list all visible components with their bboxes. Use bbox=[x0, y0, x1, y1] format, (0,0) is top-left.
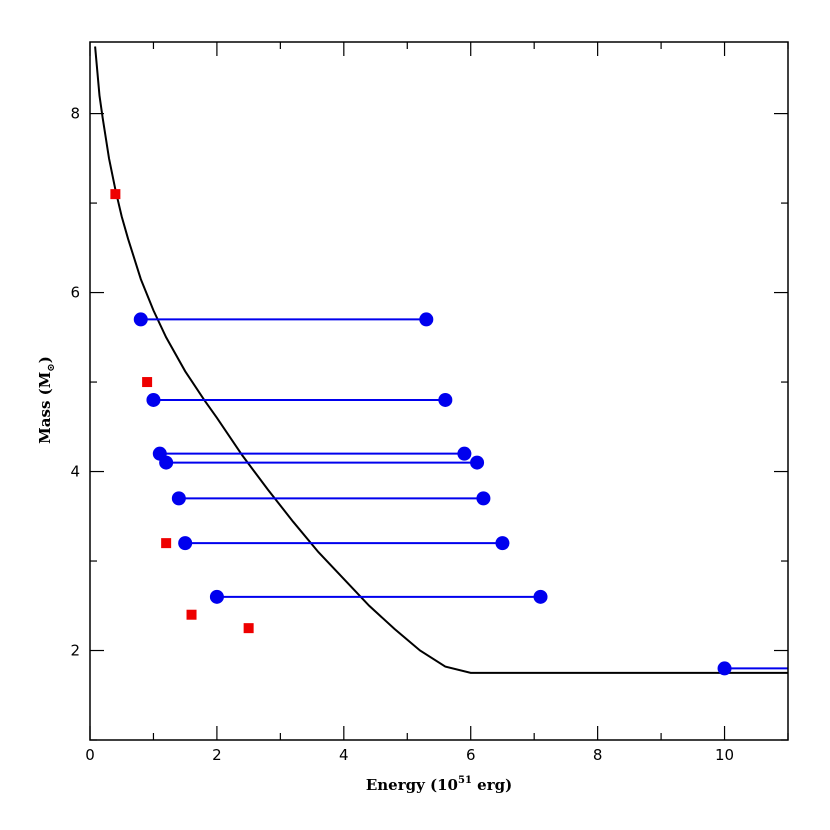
square-point bbox=[110, 189, 121, 200]
y-tick-label: 8 bbox=[70, 105, 80, 123]
plot-frame bbox=[89, 41, 789, 741]
x-tick-label: 4 bbox=[339, 746, 349, 764]
y-axis-label-suffix: ) bbox=[36, 356, 54, 363]
range-end-point bbox=[419, 312, 434, 327]
boundary-curve bbox=[94, 46, 788, 674]
boundary-curve-layer bbox=[94, 46, 788, 674]
range-end-point bbox=[495, 536, 510, 551]
y-tick-label: 2 bbox=[70, 642, 80, 660]
square-point bbox=[186, 609, 197, 620]
x-tick-label: 0 bbox=[85, 746, 95, 764]
square-point bbox=[161, 538, 172, 549]
energy-ranges-layer bbox=[133, 312, 788, 676]
x-tick-label: 2 bbox=[212, 746, 222, 764]
x-axis-label-suffix: erg) bbox=[472, 776, 512, 794]
range-start-point bbox=[178, 536, 193, 551]
x-tick-label: 8 bbox=[593, 746, 603, 764]
square-point bbox=[142, 377, 153, 388]
y-axis-label-prefix: Mass (M bbox=[36, 372, 54, 444]
y-axis-label-subscript: ⊙ bbox=[46, 363, 57, 371]
range-start-point bbox=[133, 312, 148, 327]
tick-labels: 0 2 4 6 8 10 2 4 6 8 bbox=[70, 105, 734, 764]
x-tick-label: 10 bbox=[715, 746, 734, 764]
tick-marks bbox=[89, 42, 789, 741]
x-tick-label: 6 bbox=[466, 746, 476, 764]
range-start-point bbox=[209, 589, 224, 604]
y-tick-label: 4 bbox=[70, 463, 80, 481]
range-start-point bbox=[146, 392, 161, 407]
range-start-point bbox=[159, 455, 174, 470]
range-end-point bbox=[470, 455, 485, 470]
x-axis-label: Energy (1051 erg) bbox=[366, 775, 512, 794]
range-end-point bbox=[438, 392, 453, 407]
square-points-layer bbox=[110, 189, 254, 634]
x-axis-label-exponent: 51 bbox=[458, 775, 472, 786]
range-end-point bbox=[476, 491, 491, 506]
square-point bbox=[243, 623, 254, 634]
y-axis-label: Mass (M⊙) bbox=[36, 356, 57, 444]
x-axis-label-prefix: Energy (10 bbox=[366, 776, 458, 794]
range-start-point bbox=[717, 661, 732, 676]
range-end-point bbox=[457, 446, 472, 461]
range-end-point bbox=[533, 589, 548, 604]
y-tick-label: 6 bbox=[70, 284, 80, 302]
range-start-point bbox=[171, 491, 186, 506]
